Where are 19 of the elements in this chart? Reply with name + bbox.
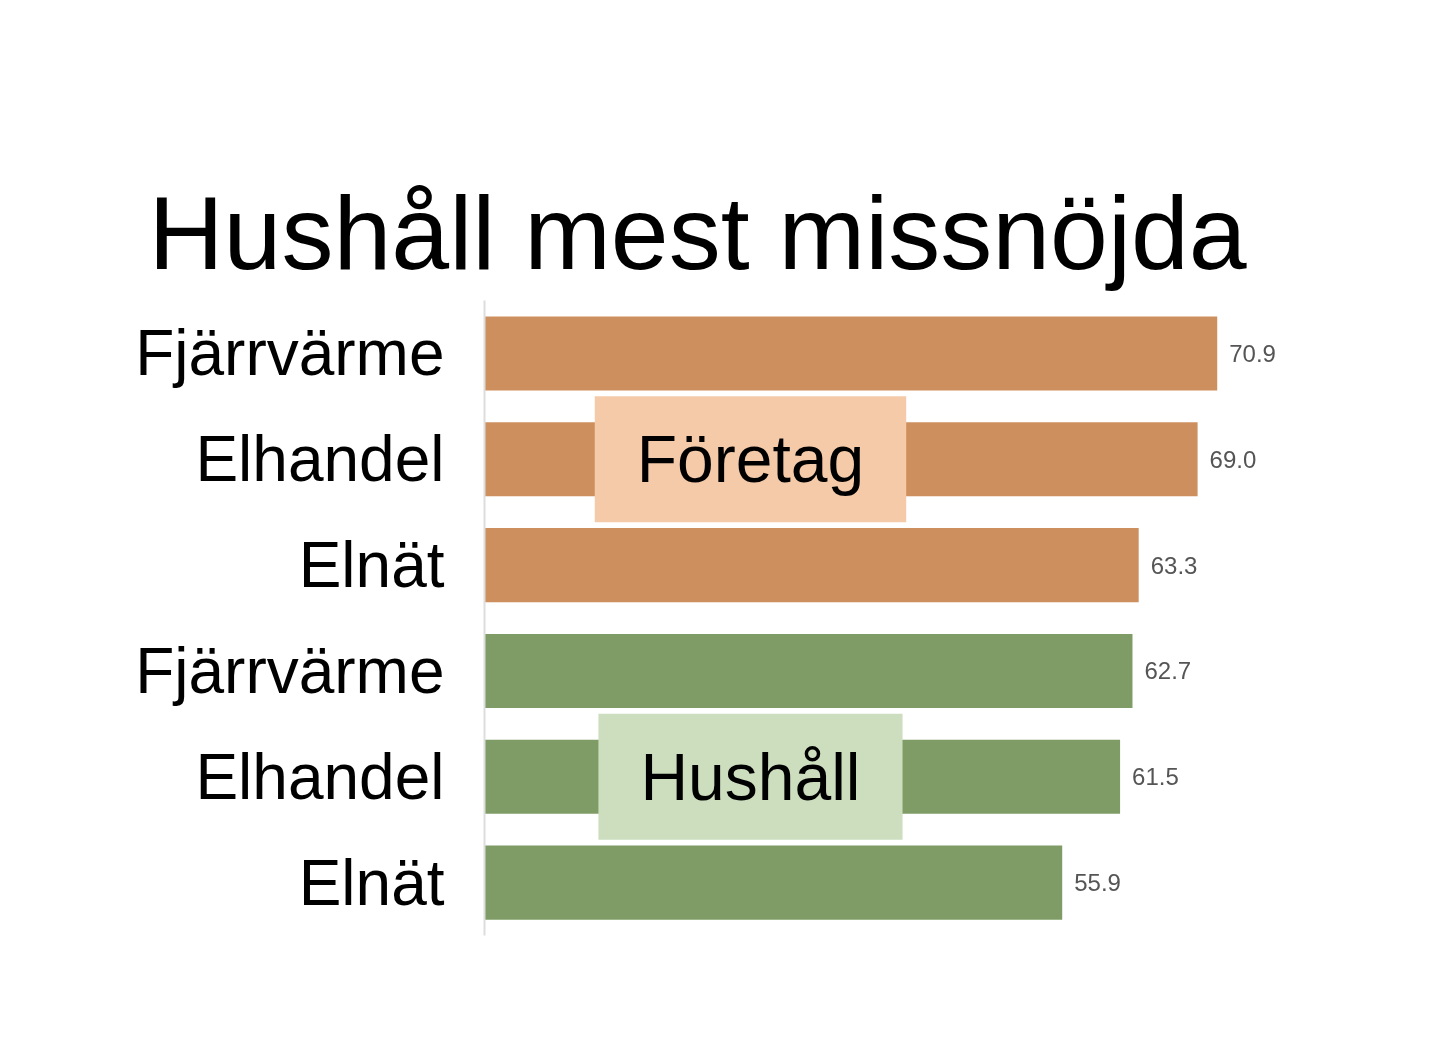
y-tick-label: Elhandel: [195, 740, 445, 813]
series-label: Hushåll: [640, 739, 861, 814]
data-label: 62.7: [1144, 657, 1192, 685]
y-tick-label: Fjärrvärme: [135, 634, 445, 707]
y-tick-label: Elhandel: [195, 423, 445, 496]
data-label: 61.5: [1132, 763, 1179, 791]
series-label: Företag: [636, 422, 865, 497]
data-label: 70.9: [1229, 339, 1276, 367]
chart-title: Hushåll mest missnöjda: [148, 174, 1247, 291]
bar: [484, 316, 1218, 391]
bar: [484, 528, 1139, 603]
y-tick-label: Elnät: [298, 846, 445, 919]
data-label: 63.3: [1150, 551, 1198, 579]
data-label: 55.9: [1074, 869, 1121, 897]
bar: [484, 845, 1063, 920]
y-tick-label: Elnät: [298, 529, 445, 602]
data-label: 69.0: [1209, 445, 1257, 473]
y-tick-label: Fjärrvärme: [135, 317, 445, 390]
bar: [484, 633, 1133, 708]
